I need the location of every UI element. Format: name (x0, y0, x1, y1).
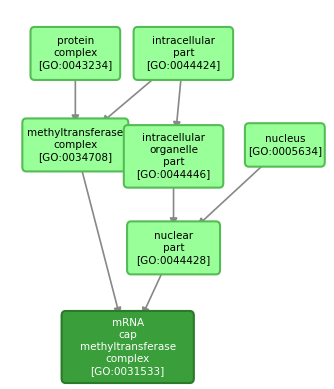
FancyBboxPatch shape (127, 221, 220, 274)
Text: nucleus
[GO:0005634]: nucleus [GO:0005634] (248, 134, 322, 156)
Text: methyltransferase
complex
[GO:0034708]: methyltransferase complex [GO:0034708] (27, 128, 123, 162)
FancyBboxPatch shape (22, 118, 128, 172)
FancyBboxPatch shape (245, 123, 325, 166)
Text: intracellular
organelle
part
[GO:0044446]: intracellular organelle part [GO:0044446… (136, 133, 211, 179)
FancyBboxPatch shape (134, 27, 233, 80)
FancyBboxPatch shape (30, 27, 120, 80)
Text: nuclear
part
[GO:0044428]: nuclear part [GO:0044428] (136, 231, 211, 265)
Text: intracellular
part
[GO:0044424]: intracellular part [GO:0044424] (146, 37, 220, 70)
FancyBboxPatch shape (61, 311, 194, 383)
Text: protein
complex
[GO:0043234]: protein complex [GO:0043234] (38, 37, 113, 70)
FancyBboxPatch shape (124, 125, 223, 187)
Text: mRNA
cap
methyltransferase
complex
[GO:0031533]: mRNA cap methyltransferase complex [GO:0… (80, 318, 176, 376)
